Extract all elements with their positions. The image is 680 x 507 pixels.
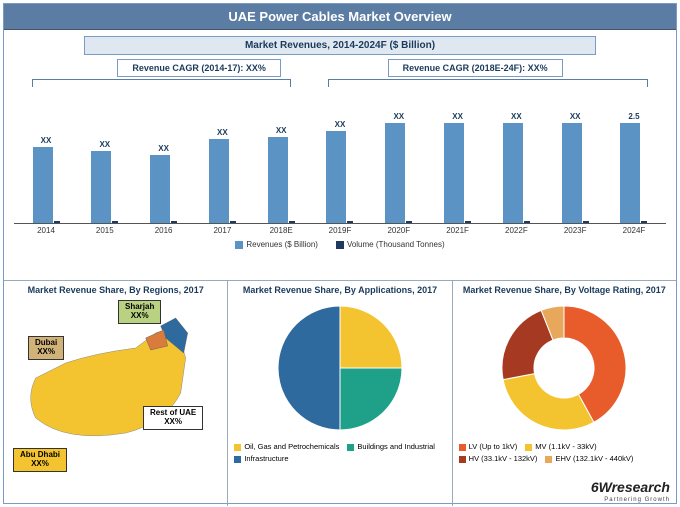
report-frame: UAE Power Cables Market Overview Market … xyxy=(3,3,677,504)
x-axis-labels: 20142015201620172018E2019F2020F2021F2022… xyxy=(14,224,666,237)
bar-col: XX xyxy=(551,112,599,223)
region-label: SharjahXX% xyxy=(118,300,161,324)
bars-area: XXXXXXXXXXXXXXXXXXXX2.5 xyxy=(14,89,666,224)
voltage-title: Market Revenue Share, By Voltage Rating,… xyxy=(457,285,672,295)
brand-logo: 6Wresearch Partnering Growth xyxy=(591,479,670,503)
main-title: UAE Power Cables Market Overview xyxy=(4,4,676,30)
bar-col: XX xyxy=(198,128,246,223)
bar-subtitle: Market Revenues, 2014-2024F ($ Billion) xyxy=(84,36,596,55)
applications-pie xyxy=(270,298,410,438)
voltage-donut xyxy=(494,298,634,438)
bar-col: XX xyxy=(140,144,188,223)
bar-col: XX xyxy=(81,140,129,223)
cagr-left: Revenue CAGR (2014-17): XX% xyxy=(117,59,281,77)
regions-title: Market Revenue Share, By Regions, 2017 xyxy=(8,285,223,295)
regions-panel: Market Revenue Share, By Regions, 2017 S… xyxy=(4,281,228,506)
bar-col: 2.5 xyxy=(610,112,658,223)
bar-col: XX xyxy=(434,112,482,223)
cagr-right: Revenue CAGR (2018E-24F): XX% xyxy=(388,59,563,77)
region-label: Abu DhabiXX% xyxy=(13,448,67,472)
lower-panels: Market Revenue Share, By Regions, 2017 S… xyxy=(4,280,676,506)
applications-panel: Market Revenue Share, By Applications, 2… xyxy=(228,281,452,506)
applications-legend: Oil, Gas and PetrochemicalsBuildings and… xyxy=(232,438,447,467)
voltage-legend: LV (Up to 1kV)MV (1.1kV - 33kV)HV (33.1k… xyxy=(457,438,672,467)
bar-col: XX xyxy=(257,126,305,223)
bar-col: XX xyxy=(316,120,364,223)
cagr-row: Revenue CAGR (2014-17): XX% Revenue CAGR… xyxy=(14,59,666,77)
apps-title: Market Revenue Share, By Applications, 2… xyxy=(232,285,447,295)
region-label: Rest of UAEXX% xyxy=(143,406,203,430)
map-area: SharjahXX%DubaiXX%Rest of UAEXX%Abu Dhab… xyxy=(8,298,223,448)
bar-col: XX xyxy=(375,112,423,223)
bar-legend: Revenues ($ Billion)Volume (Thousand Ton… xyxy=(14,240,666,249)
cagr-brackets xyxy=(32,79,648,89)
bar-col: XX xyxy=(492,112,540,223)
region-label: DubaiXX% xyxy=(28,336,64,360)
voltage-panel: Market Revenue Share, By Voltage Rating,… xyxy=(453,281,676,506)
bar-chart-section: Market Revenues, 2014-2024F ($ Billion) … xyxy=(4,30,676,280)
bar-col: XX xyxy=(22,136,70,223)
